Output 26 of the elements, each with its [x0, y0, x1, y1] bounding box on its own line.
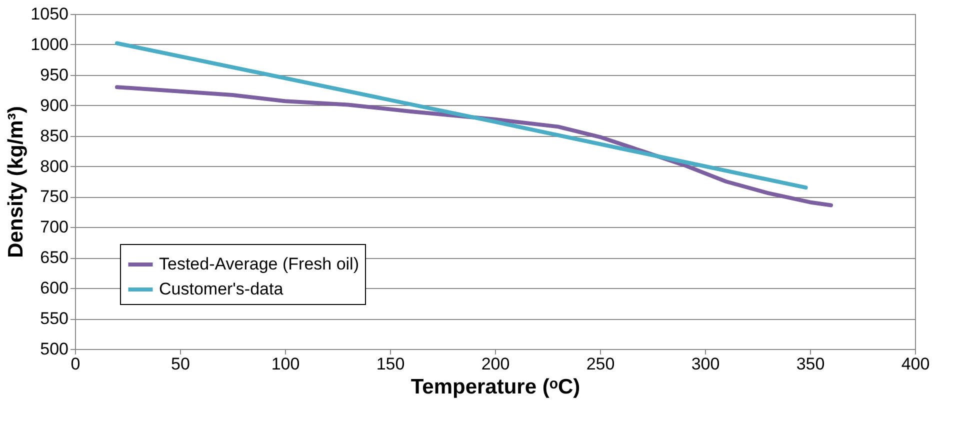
x-tick-label: 150	[376, 354, 405, 374]
y-tick-label: 850	[40, 126, 68, 146]
y-tick-label: 700	[40, 218, 68, 237]
y-tick-label: 1000	[30, 34, 68, 54]
y-tick-label: 950	[40, 65, 68, 84]
x-axis-title: Temperature (ᵒC)	[410, 376, 580, 398]
y-tick-label: 600	[40, 278, 68, 298]
legend-label: Tested-Average (Fresh oil)	[159, 254, 359, 274]
x-tick-label: 400	[901, 354, 930, 374]
y-tick-label: 800	[40, 156, 68, 176]
y-tick-label: 500	[40, 340, 68, 358]
x-tick-label: 50	[171, 354, 190, 374]
x-tick-label: 100	[271, 354, 300, 374]
y-axis-title: Density (kg/m³)	[4, 106, 28, 258]
line-series	[115, 85, 833, 208]
x-tick-label: 250	[586, 354, 615, 374]
y-tick-label: 750	[40, 187, 68, 206]
y-tick-label: 650	[40, 248, 68, 268]
x-tick-label: 300	[691, 354, 720, 374]
y-tick-label: 1050	[30, 4, 68, 24]
y-tick-label: 550	[40, 309, 68, 328]
x-tick-label: 350	[796, 354, 825, 374]
y-tick-label: 900	[40, 96, 68, 115]
x-tick-label: 200	[481, 354, 510, 374]
x-tick-label: 0	[70, 354, 80, 374]
legend-label: Customer's-data	[159, 280, 284, 298]
